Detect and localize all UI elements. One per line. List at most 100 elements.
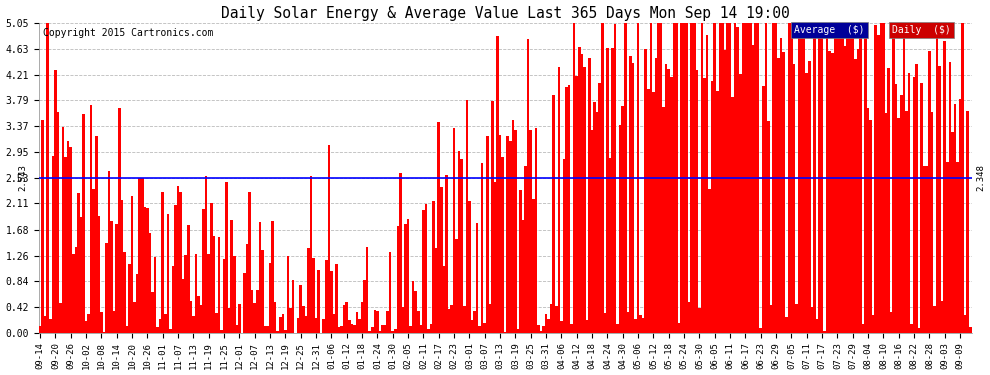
Bar xyxy=(129,264,131,333)
Bar xyxy=(749,23,751,333)
Bar xyxy=(481,163,483,333)
Bar xyxy=(486,136,489,333)
Bar xyxy=(662,107,665,333)
Bar xyxy=(189,301,192,333)
Bar xyxy=(877,35,879,333)
Bar xyxy=(415,291,417,333)
Bar xyxy=(77,193,79,333)
Bar xyxy=(187,225,189,333)
Bar xyxy=(632,63,635,333)
Bar xyxy=(824,332,826,333)
Bar xyxy=(363,280,366,333)
Bar xyxy=(103,332,105,333)
Bar xyxy=(391,332,394,333)
Bar xyxy=(688,302,690,333)
Bar xyxy=(811,307,813,333)
Text: 2.348: 2.348 xyxy=(976,164,985,191)
Bar xyxy=(134,302,136,333)
Bar xyxy=(652,92,654,333)
Bar xyxy=(583,67,586,333)
Bar xyxy=(790,12,793,333)
Bar xyxy=(355,312,358,333)
Bar xyxy=(141,178,144,333)
Bar xyxy=(95,136,98,333)
Bar xyxy=(215,313,218,333)
Bar xyxy=(371,327,373,333)
Bar xyxy=(882,0,885,333)
Bar xyxy=(940,301,943,333)
Bar xyxy=(284,330,287,333)
Bar xyxy=(504,332,507,333)
Bar xyxy=(742,4,744,333)
Bar xyxy=(693,0,696,333)
Bar xyxy=(864,0,867,333)
Bar xyxy=(929,51,931,333)
Bar xyxy=(936,5,939,333)
Bar xyxy=(236,326,239,333)
Bar xyxy=(654,58,657,333)
Bar xyxy=(601,0,604,333)
Bar xyxy=(343,305,346,333)
Bar xyxy=(829,51,831,333)
Bar xyxy=(931,112,934,333)
Bar xyxy=(946,162,948,333)
Bar xyxy=(281,314,284,333)
Bar xyxy=(496,36,499,333)
Bar xyxy=(575,76,578,333)
Bar xyxy=(56,112,59,333)
Bar xyxy=(420,324,422,333)
Bar xyxy=(253,303,256,333)
Bar xyxy=(49,319,51,333)
Bar xyxy=(244,273,246,333)
Bar xyxy=(144,207,147,333)
Bar xyxy=(381,325,384,333)
Bar xyxy=(208,254,210,333)
Bar xyxy=(519,190,522,333)
Bar xyxy=(61,127,64,333)
Bar xyxy=(42,120,44,333)
Bar xyxy=(964,315,966,333)
Bar xyxy=(842,0,843,333)
Bar xyxy=(350,324,353,333)
Bar xyxy=(527,39,530,333)
Bar xyxy=(926,166,929,333)
Bar xyxy=(846,16,849,333)
Bar xyxy=(113,311,116,333)
Bar xyxy=(826,13,829,333)
Bar xyxy=(330,271,333,333)
Bar xyxy=(588,58,591,333)
Bar xyxy=(412,281,415,333)
Bar xyxy=(90,105,92,333)
Bar xyxy=(360,302,363,333)
Bar xyxy=(709,189,711,333)
Bar xyxy=(228,308,231,333)
Bar xyxy=(297,318,299,333)
Bar xyxy=(772,0,775,333)
Bar xyxy=(470,320,473,333)
Bar xyxy=(719,0,721,333)
Bar xyxy=(366,247,368,333)
Bar xyxy=(368,331,371,333)
Bar xyxy=(59,303,61,333)
Bar xyxy=(476,223,478,333)
Bar xyxy=(874,26,877,333)
Bar xyxy=(724,50,727,333)
Bar xyxy=(460,159,463,333)
Bar xyxy=(159,319,161,333)
Bar xyxy=(116,225,118,333)
Bar xyxy=(898,118,900,333)
Bar xyxy=(627,312,629,333)
Bar xyxy=(816,319,819,333)
Bar xyxy=(433,201,435,333)
Bar xyxy=(727,22,729,333)
Bar xyxy=(338,327,341,333)
Bar xyxy=(341,326,343,333)
Bar xyxy=(767,121,769,333)
Bar xyxy=(440,187,443,333)
Bar xyxy=(961,7,964,333)
Bar xyxy=(276,331,279,333)
Bar xyxy=(169,329,171,333)
Bar xyxy=(79,216,82,333)
Bar xyxy=(126,326,129,333)
Bar xyxy=(872,315,874,333)
